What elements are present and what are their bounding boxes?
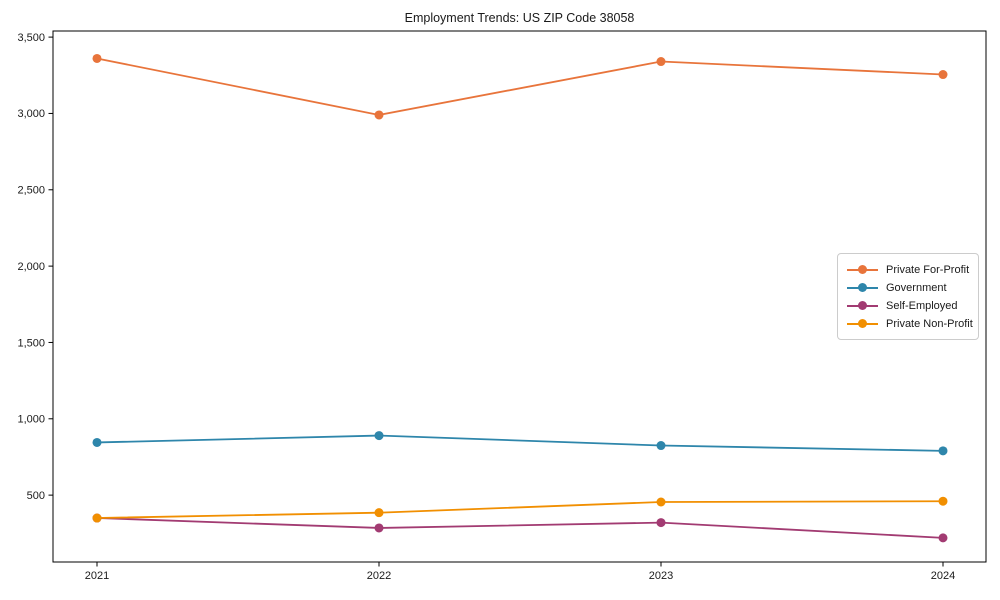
series-government-point-2023 xyxy=(656,441,666,451)
legend-item-self-employed: Self-Employed xyxy=(847,297,970,314)
series-government-point-2022 xyxy=(374,431,384,441)
x-tick-label: 2024 xyxy=(931,570,955,582)
y-tick-label: 2,000 xyxy=(17,261,45,273)
legend-label: Private Non-Profit xyxy=(886,317,973,330)
series-self-employed-line xyxy=(96,517,944,539)
x-tick-label: 2022 xyxy=(367,570,391,582)
series-private-non-profit-line xyxy=(96,500,944,519)
y-tick-label: 1,500 xyxy=(17,337,45,349)
series-private-non-profit-point-2021 xyxy=(92,513,102,523)
series-private-for-profit-point-2022 xyxy=(374,110,384,120)
legend-line-marker-icon xyxy=(847,301,878,311)
series-private-non-profit-point-2023 xyxy=(656,497,666,507)
y-tick-label: 3,500 xyxy=(17,32,45,44)
legend-label: Self-Employed xyxy=(886,299,958,312)
series-private-non-profit-point-2024 xyxy=(938,496,948,506)
legend-item-government: Government xyxy=(847,279,970,296)
legend-item-private-for-profit: Private For-Profit xyxy=(847,261,970,278)
legend: Private For-Profit Government Self-Emplo… xyxy=(837,253,979,340)
series-self-employed-point-2023 xyxy=(656,518,666,528)
legend-line-marker-icon xyxy=(847,283,878,293)
x-axis-ticks: 2021 2022 2023 2024 xyxy=(85,562,955,582)
series-private-non-profit-point-2022 xyxy=(374,508,384,518)
y-tick-label: 500 xyxy=(27,490,45,502)
series-private-for-profit-point-2023 xyxy=(656,57,666,67)
series-lines xyxy=(92,53,948,543)
legend-item-private-non-profit: Private Non-Profit xyxy=(847,315,973,332)
y-tick-label: 1,000 xyxy=(17,414,45,426)
y-axis-ticks: 500 1,000 1,500 2,000 2,500 3,000 3,500 xyxy=(17,32,53,502)
series-government-line xyxy=(96,434,944,452)
x-tick-label: 2023 xyxy=(649,570,673,582)
x-tick-label: 2021 xyxy=(85,570,109,582)
legend-line-marker-icon xyxy=(847,265,878,275)
series-private-for-profit-point-2021 xyxy=(92,53,102,63)
y-tick-label: 2,500 xyxy=(17,185,45,197)
y-tick-label: 3,000 xyxy=(17,108,45,120)
series-self-employed-point-2022 xyxy=(374,523,384,533)
axes-frame xyxy=(52,30,987,563)
legend-line-marker-icon xyxy=(847,319,878,329)
series-government-point-2021 xyxy=(92,437,102,447)
series-government-point-2024 xyxy=(938,446,948,456)
series-private-for-profit-point-2024 xyxy=(938,70,948,80)
series-private-for-profit-line xyxy=(96,57,944,116)
legend-label: Private For-Profit xyxy=(886,263,970,276)
chart-title: Employment Trends: US ZIP Code 38058 xyxy=(405,11,635,25)
legend-label: Government xyxy=(886,281,947,294)
series-self-employed-point-2024 xyxy=(938,533,948,543)
